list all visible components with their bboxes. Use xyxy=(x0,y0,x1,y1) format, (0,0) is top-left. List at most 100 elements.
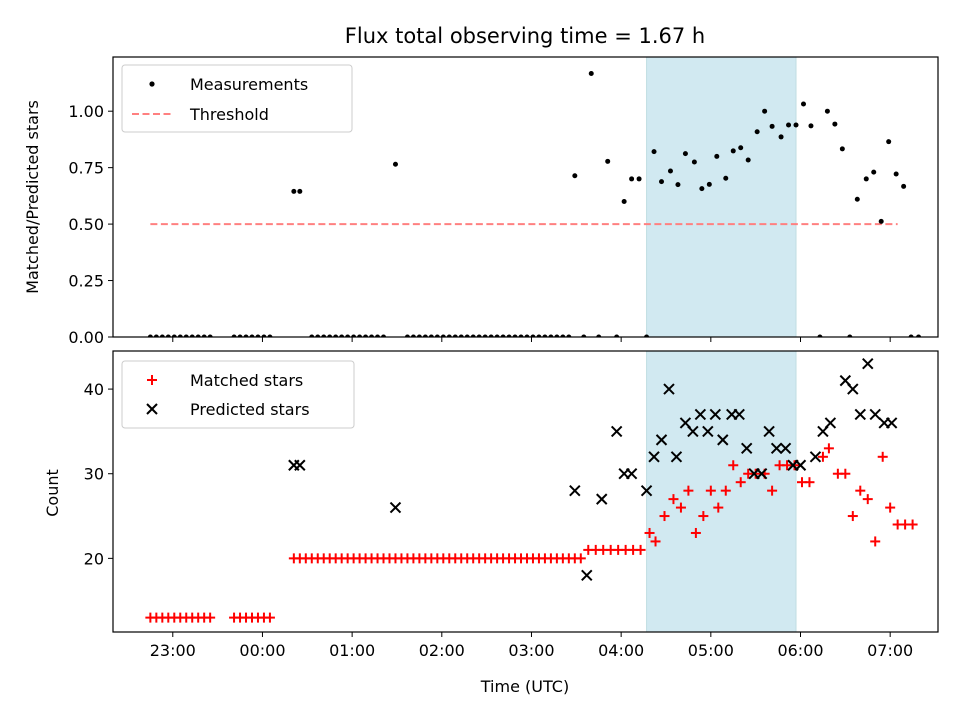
count-y-ticks: 20 30 40 xyxy=(84,380,113,568)
predicted-stars-point xyxy=(663,383,675,395)
measurement-point xyxy=(177,334,183,337)
measurement-point xyxy=(381,334,387,337)
measurement-point xyxy=(488,334,494,337)
measurement-point xyxy=(886,139,892,145)
matched-stars-point xyxy=(713,502,724,513)
legend-predicted-marker xyxy=(146,403,158,415)
matched-stars-point xyxy=(735,477,746,488)
legend-plus-glyph xyxy=(147,375,157,385)
matched-stars-point xyxy=(877,451,888,462)
measurement-point xyxy=(847,334,853,337)
measurement-point xyxy=(566,334,572,337)
measurement-point xyxy=(824,108,830,114)
measurement-point xyxy=(333,334,339,337)
predicted-stars-point xyxy=(648,451,660,463)
measurement-point xyxy=(682,151,688,157)
measurement-point xyxy=(754,129,760,135)
measurement-point xyxy=(800,101,806,107)
x-tick-label: 05:00 xyxy=(688,641,734,660)
predicted-stars-point xyxy=(885,417,898,429)
legend-matched-marker xyxy=(147,375,157,385)
measurement-point xyxy=(706,181,712,187)
measurement-point xyxy=(644,334,650,337)
measurement-point xyxy=(832,121,838,127)
measurement-point xyxy=(745,157,751,163)
ratio-panel-frame xyxy=(112,56,939,338)
x-tick-label: 02:00 xyxy=(419,641,465,660)
x-tick-label: 07:00 xyxy=(867,641,913,660)
measurement-point xyxy=(404,334,410,337)
measurement-point xyxy=(410,334,416,337)
measurement-point xyxy=(730,148,736,154)
measurement-point xyxy=(530,334,536,337)
measurement-point xyxy=(636,176,642,182)
measurement-point xyxy=(901,183,907,189)
measurement-point xyxy=(738,145,744,151)
measurement-point xyxy=(446,334,452,337)
measurement-point xyxy=(769,123,775,129)
predicted-stars-point xyxy=(294,459,306,471)
measurement-point xyxy=(854,196,860,202)
measurement-point xyxy=(839,146,845,152)
ratio-y-axis-label: Matched/Predicted stars xyxy=(23,100,42,294)
matched-stars-point xyxy=(728,460,739,471)
matched-stars-point xyxy=(870,536,881,547)
legend-x-glyph xyxy=(146,403,158,415)
predicted-stars-point xyxy=(625,468,638,480)
measurement-point xyxy=(651,149,657,155)
predicted-stars-point xyxy=(655,434,668,446)
measurement-point xyxy=(916,334,922,337)
measurement-point xyxy=(893,171,899,177)
count-panel-frame xyxy=(112,350,939,633)
matched-stars-point xyxy=(705,485,716,496)
measurement-point xyxy=(596,334,602,337)
predicted-stars-point xyxy=(389,501,402,514)
matched-stars-point xyxy=(862,494,873,505)
measurement-point xyxy=(153,334,159,337)
measurement-point xyxy=(621,199,627,205)
measurement-point xyxy=(506,334,512,337)
measurement-point xyxy=(309,334,315,337)
predicted-stars-point xyxy=(596,493,608,505)
predicted-stars-point xyxy=(733,408,745,421)
measurement-point xyxy=(871,169,877,175)
matched-stars-point xyxy=(767,485,778,496)
y-tick-label: 0.00 xyxy=(68,328,104,347)
measurement-point xyxy=(494,334,500,337)
measurement-point xyxy=(908,334,914,337)
predicted-stars-point xyxy=(809,451,822,463)
matched-stars-point xyxy=(720,485,731,496)
measurement-point xyxy=(416,334,422,337)
x-axis-label: Time (UTC) xyxy=(480,677,569,696)
measurement-point xyxy=(524,334,530,337)
predicted-stars-point xyxy=(847,383,859,395)
ratio-panel: 0.00 0.25 0.50 0.75 1.00 Matched/Predicted s… xyxy=(23,56,939,347)
measurement-point xyxy=(482,334,488,337)
predicted-stars-point xyxy=(640,484,653,497)
x-tick-label: 00:00 xyxy=(239,641,285,660)
predicted-stars-point xyxy=(670,451,683,463)
measurement-point xyxy=(464,334,470,337)
matched-stars-point xyxy=(668,494,679,505)
measurement-point xyxy=(267,334,273,337)
measurement-point xyxy=(458,334,464,337)
y-tick-label: 30 xyxy=(84,465,104,484)
measurement-point xyxy=(500,334,506,337)
measurement-point xyxy=(714,153,720,159)
measurement-point xyxy=(339,334,345,337)
predicted-stars-point xyxy=(779,442,792,455)
predicted-stars-point xyxy=(569,484,581,497)
measurement-point xyxy=(786,122,792,128)
measurement-point xyxy=(614,334,620,337)
predicted-stars-point xyxy=(770,442,783,455)
measurement-point xyxy=(249,334,255,337)
measurement-point xyxy=(315,334,321,337)
ratio-y-ticks: 0.00 0.25 0.50 0.75 1.00 xyxy=(68,102,113,347)
ratio-legend: Measurements Threshold xyxy=(121,64,353,133)
y-tick-label: 0.50 xyxy=(68,215,104,234)
measurement-point xyxy=(434,334,440,337)
x-tick-label: 06:00 xyxy=(777,641,823,660)
measurement-point xyxy=(195,334,201,337)
measurement-point xyxy=(327,334,333,337)
measurement-point xyxy=(297,188,303,194)
